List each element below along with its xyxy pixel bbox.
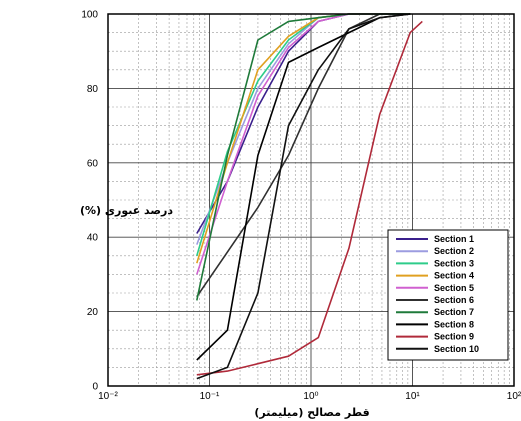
legend-label: Section 5 <box>434 283 474 293</box>
x-axis-label: قطر مصالح (میلیمتر) <box>254 406 369 419</box>
legend-label: Section 9 <box>434 332 474 342</box>
y-tick-label: 100 <box>81 10 98 21</box>
legend-label: Section 1 <box>434 234 474 244</box>
y-tick-label: 0 <box>92 382 98 393</box>
x-tick-label: 10⁻¹ <box>200 391 220 402</box>
legend: Section 1 Section 2 Section 3 Section 4 Sect… <box>387 229 509 361</box>
y-tick-label: 40 <box>87 233 99 244</box>
x-tick-label: 10² <box>507 391 521 402</box>
legend-label: Section 7 <box>434 307 474 317</box>
legend-label: Section 3 <box>434 258 474 268</box>
x-axis-ticks: 10⁻² 10⁻¹ 10⁰ 10¹ 10² <box>98 391 521 402</box>
y-tick-label: 20 <box>87 307 99 318</box>
plot-frame <box>107 13 515 387</box>
series-line-section-8 <box>196 13 411 361</box>
series-line-section-10 <box>196 13 411 380</box>
y-tick-label: 80 <box>87 84 99 95</box>
series-line-section-6 <box>196 13 411 298</box>
legend-label: Section 2 <box>434 246 474 256</box>
x-tick-label: 10⁻² <box>98 391 118 402</box>
y-tick-label: 60 <box>87 158 99 169</box>
series-line-section-9 <box>196 20 423 376</box>
legend-label: Section 4 <box>434 271 474 281</box>
legend-label: Section 10 <box>434 344 479 354</box>
series-line-section-2 <box>196 13 411 245</box>
y-axis-label: درصد عبوری (%) <box>80 204 173 217</box>
series-line-section-3 <box>196 13 411 257</box>
legend-label: Section 8 <box>434 319 474 329</box>
legend-label: Section 6 <box>434 295 474 305</box>
x-tick-label: 10⁰ <box>303 391 318 402</box>
y-axis-ticks: 0 20 40 60 80 100 <box>81 10 98 393</box>
x-tick-label: 10¹ <box>405 391 420 402</box>
